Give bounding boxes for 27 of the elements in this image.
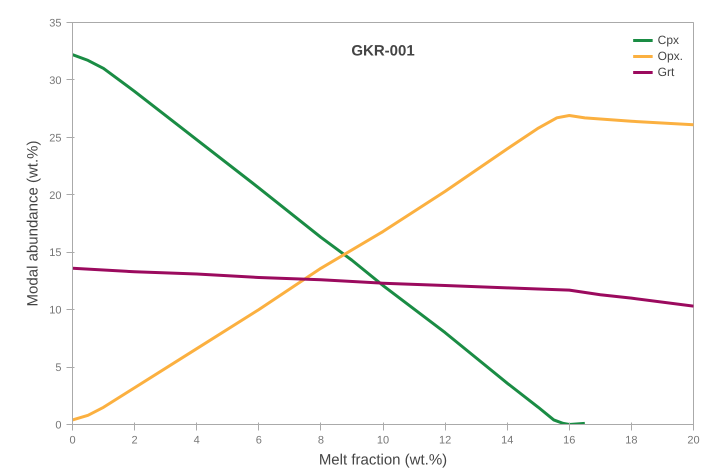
y-tick-label: 15 <box>49 247 62 260</box>
y-tick-label: 0 <box>55 420 62 432</box>
y-tick-label: 10 <box>49 304 62 317</box>
x-tick-label: 6 <box>256 434 262 446</box>
x-tick-label: 14 <box>501 434 514 446</box>
y-tick-label: 30 <box>49 74 62 87</box>
x-tick-label: 8 <box>318 434 324 446</box>
x-tick-label: 18 <box>625 434 638 446</box>
x-tick-label: 4 <box>194 434 200 446</box>
x-tick-label: 2 <box>132 434 138 446</box>
y-tick-label: 25 <box>49 132 62 144</box>
x-tick-label: 16 <box>563 434 576 446</box>
legend-label: Cpx <box>658 32 679 48</box>
x-tick-label: 20 <box>687 434 700 446</box>
x-tick-label: 0 <box>69 434 76 446</box>
legend-label: Opx. <box>658 48 683 64</box>
line-series <box>72 114 694 422</box>
y-tick-label: 5 <box>55 362 62 374</box>
text: GKR-001 <box>351 42 415 60</box>
legend-label: Grt <box>658 64 676 80</box>
x-axis-title: Melt fraction (wt.%) <box>318 452 448 468</box>
y-tick-label: 35 <box>49 18 62 30</box>
y-tick-label: 20 <box>49 190 62 202</box>
x-tick-label: 10 <box>376 434 390 446</box>
line-series <box>72 266 694 308</box>
y-axis-title: Modal abundance (wt.%) <box>24 140 42 306</box>
x-tick-label: 12 <box>438 434 452 446</box>
